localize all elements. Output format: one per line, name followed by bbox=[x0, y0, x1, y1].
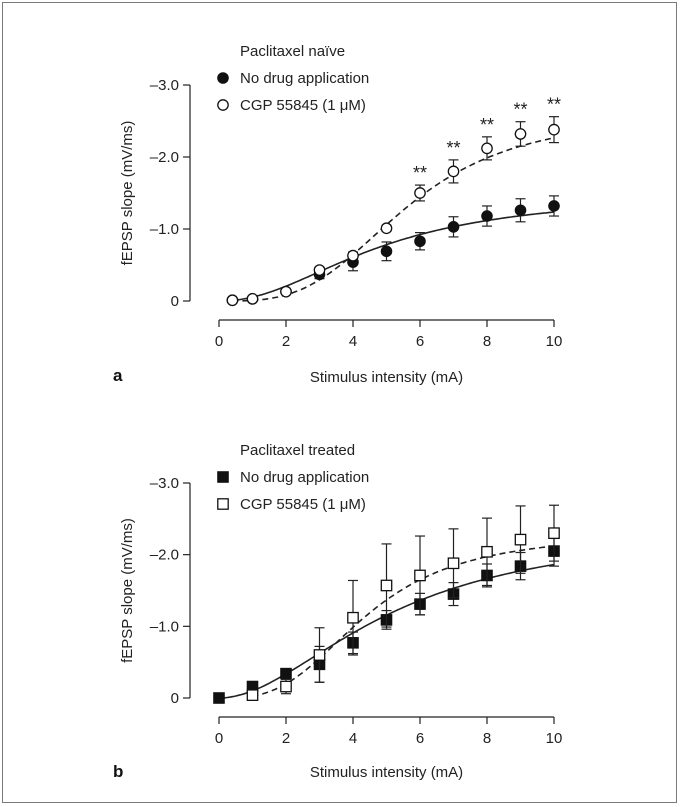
y-tick-label: –2.0 bbox=[150, 149, 179, 166]
chart-panel-b: 0 –1.0 –2.0 –3.0 0 2 4 6 8 10 Stimulus intensity (… bbox=[113, 442, 562, 781]
data-point bbox=[313, 264, 326, 276]
data-point bbox=[548, 527, 560, 540]
data-point bbox=[481, 210, 493, 222]
fit-curve bbox=[232, 137, 555, 302]
data-point bbox=[380, 222, 393, 235]
legend-marker bbox=[217, 471, 229, 483]
data-point bbox=[313, 649, 326, 661]
data-point bbox=[347, 249, 359, 262]
y-tick-label: –1.0 bbox=[150, 221, 179, 238]
x-tick-label: 10 bbox=[546, 333, 563, 350]
data-point bbox=[414, 235, 426, 248]
significance-label: ** bbox=[547, 95, 561, 115]
legend-marker bbox=[217, 99, 229, 111]
x-axis-label: Stimulus intensity (mA) bbox=[310, 764, 463, 781]
data-point bbox=[514, 128, 527, 140]
data-point bbox=[481, 142, 493, 155]
y-tick-label: 0 bbox=[171, 293, 179, 310]
x-tick-label: 0 bbox=[215, 730, 223, 747]
x-tick-label: 8 bbox=[483, 730, 491, 747]
x-tick-label: 4 bbox=[349, 333, 357, 350]
legend-label: CGP 55845 (1 μM) bbox=[240, 496, 366, 513]
panel-letter: a bbox=[113, 366, 123, 385]
data-point bbox=[514, 533, 527, 546]
fit-curve bbox=[232, 211, 555, 302]
x-tick-label: 6 bbox=[416, 333, 424, 350]
data-point bbox=[447, 165, 460, 178]
y-axis-label: fEPSP slope (mV/ms) bbox=[119, 518, 136, 663]
data-point bbox=[414, 569, 426, 582]
panel-letter: b bbox=[113, 762, 123, 781]
data-point bbox=[246, 292, 259, 305]
y-tick-label: 0 bbox=[171, 690, 179, 707]
x-tick-label: 8 bbox=[483, 333, 491, 350]
data-point bbox=[280, 285, 292, 298]
data-point bbox=[548, 200, 560, 212]
data-point bbox=[414, 187, 426, 199]
significance-label: ** bbox=[480, 115, 494, 135]
data-point bbox=[481, 545, 493, 558]
x-axis-label: Stimulus intensity (mA) bbox=[310, 369, 463, 386]
data-point bbox=[213, 692, 225, 704]
x-tick-label: 4 bbox=[349, 730, 357, 747]
data-point bbox=[246, 689, 259, 701]
data-point bbox=[347, 611, 359, 624]
data-point bbox=[548, 123, 560, 136]
data-point bbox=[380, 579, 393, 592]
fit-curve bbox=[252, 545, 555, 697]
y-axis-label: fEPSP slope (mV/ms) bbox=[119, 121, 136, 266]
y-tick-label: –1.0 bbox=[150, 618, 179, 635]
data-point bbox=[280, 667, 292, 680]
legend-title: Paclitaxel naïve bbox=[240, 43, 345, 60]
y-tick-label: –2.0 bbox=[150, 547, 179, 564]
data-point bbox=[447, 221, 460, 233]
x-tick-label: 6 bbox=[416, 730, 424, 747]
significance-label: ** bbox=[446, 138, 460, 158]
x-tick-label: 0 bbox=[215, 333, 223, 350]
data-point bbox=[514, 204, 527, 217]
legend-label: No drug application bbox=[240, 469, 369, 486]
significance-label: ** bbox=[413, 163, 427, 183]
legend-label: CGP 55845 (1 μM) bbox=[240, 97, 366, 114]
significance-label: ** bbox=[513, 100, 527, 120]
legend-marker bbox=[217, 72, 229, 84]
data-point bbox=[226, 294, 239, 307]
x-tick-label: 2 bbox=[282, 730, 290, 747]
legend-label: No drug application bbox=[240, 70, 369, 87]
y-tick-label: –3.0 bbox=[150, 475, 179, 492]
x-tick-label: 10 bbox=[546, 730, 563, 747]
data-point bbox=[447, 557, 460, 570]
data-point bbox=[280, 680, 292, 693]
data-point bbox=[380, 245, 393, 258]
y-tick-label: –3.0 bbox=[150, 77, 179, 94]
legend-title: Paclitaxel treated bbox=[240, 442, 355, 459]
x-tick-label: 2 bbox=[282, 333, 290, 350]
legend-marker bbox=[217, 498, 229, 510]
chart-panel-a: 0 –1.0 –2.0 –3.0 0 2 4 6 8 10 Stimulus intensity (… bbox=[113, 43, 562, 386]
